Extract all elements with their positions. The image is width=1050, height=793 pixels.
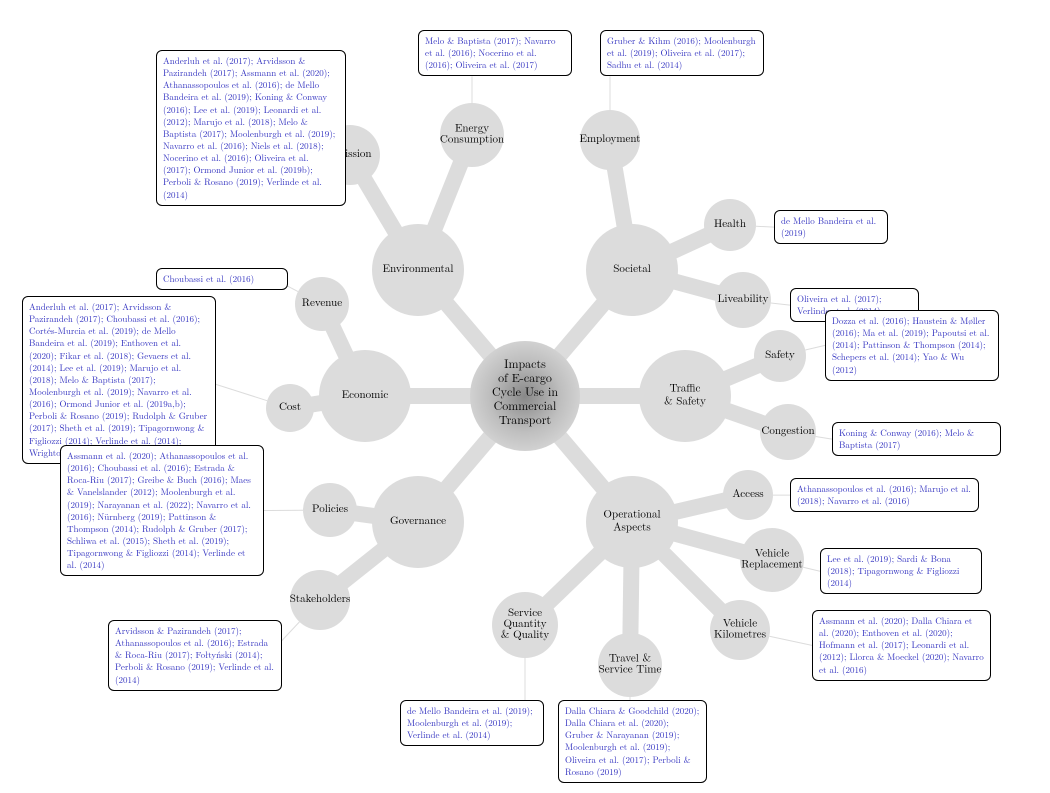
- refbox-emission: Anderluh et al. (2017); Arvidsson & Pazi…: [156, 50, 346, 206]
- svg-text:Traffic& Safety: Traffic& Safety: [664, 381, 706, 409]
- svg-text:Congestion: Congestion: [761, 423, 814, 438]
- refbox-energy: Melo & Baptista (2017); Navarro et al. (…: [418, 30, 572, 76]
- svg-text:Employment: Employment: [580, 131, 641, 146]
- refbox-vkm: Assmann et al. (2020); Dalla Chiara et a…: [812, 610, 991, 681]
- refbox-employment: Gruber & Kihm (2016); Moolenburgh et al.…: [600, 30, 764, 76]
- svg-text:Governance: Governance: [390, 513, 446, 528]
- svg-text:Safety: Safety: [765, 347, 795, 362]
- refbox-policies: Assmann et al. (2020); Athanassopoulos e…: [60, 445, 264, 576]
- svg-text:Economic: Economic: [342, 387, 389, 402]
- refbox-health: de Mello Bandeira et al. (2019): [774, 210, 888, 244]
- svg-text:Environmental: Environmental: [383, 261, 454, 276]
- refbox-ttime: Dalla Chiara & Goodchild (2020); Dalla C…: [558, 700, 707, 783]
- svg-text:Policies: Policies: [312, 501, 348, 516]
- refbox-access: Athanassopoulos et al. (2016); Marujo et…: [790, 478, 979, 512]
- svg-text:Access: Access: [732, 486, 763, 501]
- refbox-congestion: Koning & Conway (2016); Melo & Baptista …: [832, 422, 1001, 456]
- svg-text:Revenue: Revenue: [302, 295, 342, 310]
- refbox-cost: Anderluh et al. (2017); Arvidsson & Pazi…: [22, 296, 216, 464]
- refbox-service: de Mello Bandeira et al. (2019); Moolenb…: [400, 700, 544, 746]
- svg-text:Health: Health: [714, 216, 746, 231]
- svg-text:Cost: Cost: [279, 399, 301, 414]
- refbox-vreplace: Lee et al. (2019); Sardi & Bona (2018); …: [820, 548, 982, 594]
- refbox-stakeholders: Arvidsson & Pazirandeh (2017); Athanasso…: [108, 620, 282, 691]
- svg-text:Stakeholders: Stakeholders: [290, 591, 351, 606]
- svg-text:Societal: Societal: [613, 261, 651, 276]
- refbox-safety: Dozza et al. (2016); Haustein & Møller (…: [825, 310, 999, 381]
- svg-text:Liveability: Liveability: [718, 291, 769, 306]
- refbox-revenue: Choubassi et al. (2016): [156, 268, 288, 290]
